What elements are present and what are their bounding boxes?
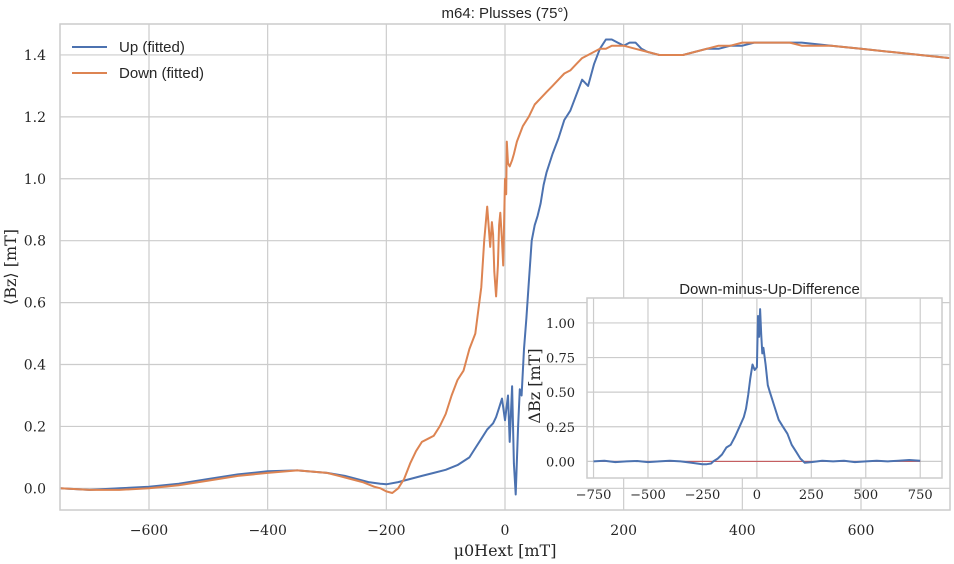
legend-label-down: Down (fitted) — [119, 65, 204, 82]
main-x-tick-label: −600 — [130, 523, 168, 539]
inset-y-tick-label: 0.50 — [546, 386, 575, 401]
inset-chart-title: Down-minus-Up-Difference — [679, 281, 860, 298]
main-y-tick-label: 0.2 — [24, 419, 46, 435]
main-y-tick-label: 0.8 — [24, 234, 46, 250]
inset-y-tick-labels: 0.00 0.25 0.50 0.75 1.00 — [546, 317, 575, 470]
legend-label-up: Up (fitted) — [119, 39, 185, 56]
inset-series-group — [593, 308, 921, 466]
inset-x-tick-label: −500 — [630, 488, 666, 503]
inset-x-tick-labels: −750 −500 −250 0 250 500 750 — [576, 488, 933, 503]
main-series-line-1 — [59, 41, 951, 494]
inset-background — [587, 298, 942, 478]
main-y-tick-label: 0.4 — [24, 358, 46, 374]
main-x-tick-label: −400 — [248, 523, 286, 539]
main-chart-title: m64: Plusses (75°) — [442, 5, 569, 22]
inset-x-tick-label: 0 — [753, 488, 761, 503]
inset-y-tick-label: 0.00 — [546, 455, 575, 470]
main-y-axis-label: ⟨Bz⟩ [mT] — [1, 229, 20, 305]
inset-x-tick-label: −750 — [576, 488, 612, 503]
inset-y-axis-label: ΔBz [mT] — [525, 348, 544, 423]
main-axes-frame — [59, 23, 951, 511]
main-x-tick-label: 0 — [501, 523, 510, 539]
inset-x-tick-label: −250 — [685, 488, 721, 503]
main-x-axis-label: μ0Hext [mT] — [454, 541, 557, 560]
inset-x-tick-label: 250 — [799, 488, 824, 503]
inset-series-line-0 — [593, 308, 921, 466]
main-y-tick-label: 1.0 — [24, 172, 46, 188]
main-x-tick-label: 400 — [729, 523, 756, 539]
inset-axes-frame — [586, 297, 943, 479]
inset-x-tick-label: 750 — [908, 488, 933, 503]
main-x-tick-label: 200 — [610, 523, 637, 539]
inset-y-tick-label: 0.25 — [546, 421, 575, 436]
inset-y-tick-label: 0.75 — [546, 352, 575, 367]
main-x-tick-labels: −600 −400 −200 0 200 400 600 — [130, 523, 875, 539]
main-y-tick-label: 1.2 — [24, 110, 46, 126]
main-y-tick-label: 1.4 — [24, 48, 46, 64]
inset-y-tick-label: 1.00 — [546, 317, 575, 332]
inset-x-tick-label: 500 — [853, 488, 878, 503]
main-y-tick-label: 0.0 — [24, 481, 46, 497]
main-x-tick-label: 600 — [848, 523, 875, 539]
legend: Up (fitted) Down (fitted) — [72, 39, 204, 82]
main-y-tick-labels: 0.0 0.2 0.4 0.6 0.8 1.0 1.2 1.4 — [24, 48, 46, 497]
main-x-tick-label: −200 — [367, 523, 405, 539]
main-y-tick-label: 0.6 — [24, 296, 46, 312]
main-series-group — [59, 38, 951, 496]
inset-grid — [587, 298, 942, 478]
